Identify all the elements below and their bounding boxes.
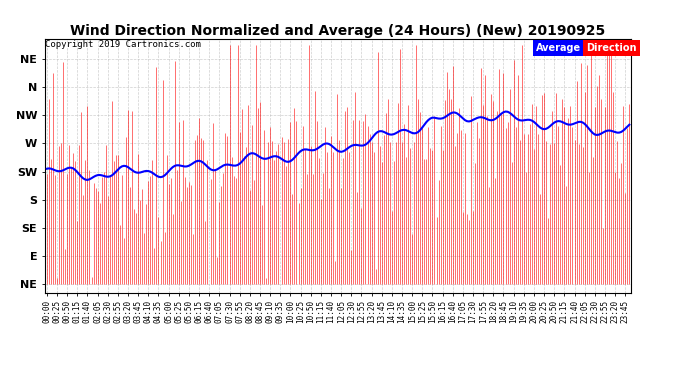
Text: Direction: Direction — [586, 43, 637, 53]
Title: Wind Direction Normalized and Average (24 Hours) (New) 20190925: Wind Direction Normalized and Average (2… — [70, 24, 606, 38]
Text: Average: Average — [536, 43, 582, 53]
Text: Copyright 2019 Cartronics.com: Copyright 2019 Cartronics.com — [45, 40, 201, 49]
